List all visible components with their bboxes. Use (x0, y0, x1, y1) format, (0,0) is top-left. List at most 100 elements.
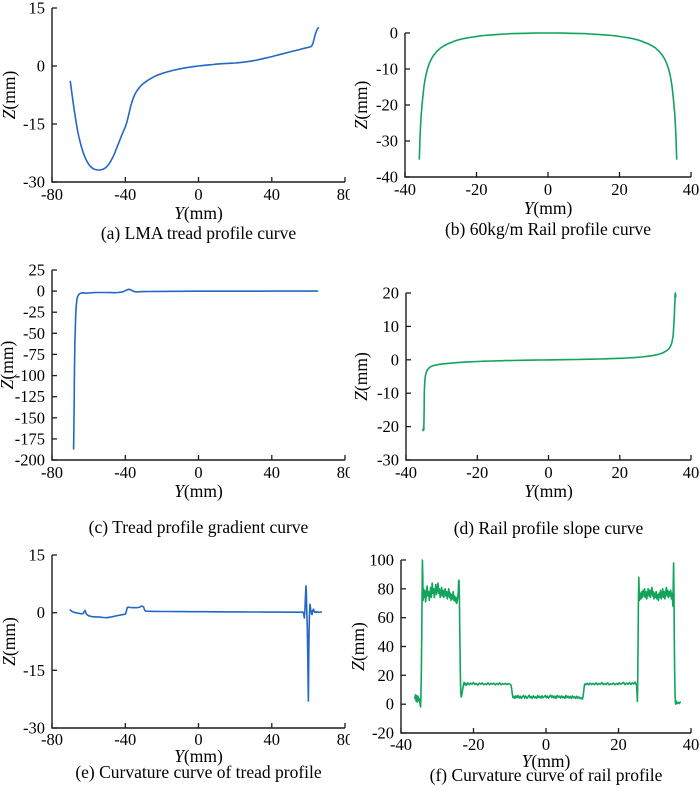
chart-caption: (f) Curvature curve of rail profile (430, 765, 663, 785)
y-axis-tick-label: 25 (29, 261, 46, 280)
x-axis-tick-label: -40 (394, 180, 416, 199)
y-axis-tick-label: -20 (372, 724, 394, 743)
y-axis-tick-label: 80 (378, 579, 395, 598)
y-axis-tick-label: -10 (376, 60, 398, 79)
axis-lines (400, 560, 691, 734)
x-axis-tick-label: -40 (114, 730, 136, 749)
profile-curve (421, 292, 677, 432)
subplot-a: 15 0 -15 -30 -80 -40 0 40 80 Y(mm) Z(mm) (a) LMA tr… (0, 0, 350, 250)
chart-caption: (c) Tread profile gradient curve (89, 517, 309, 537)
subplot-d: 20 10 0 -10 -20 -30 -40 -20 0 20 40 Y(mm) Z(mm) (d) R… (350, 250, 700, 540)
x-axis-label-unit: (mm) (184, 746, 223, 766)
y-axis-label: Z(mm) (0, 617, 19, 666)
x-axis-tick-label: 0 (194, 185, 202, 204)
profile-curve (69, 584, 323, 702)
y-axis-tick-label: 0 (390, 24, 398, 43)
subplot-e: 15 0 -15 -30 -80 -40 0 40 80 Y(mm) Z(mm) (e) Curvat… (0, 540, 350, 791)
x-axis-label: Y(mm) (524, 481, 573, 501)
axis-lines (51, 555, 345, 729)
x-axis-tick-label: 40 (264, 463, 281, 482)
x-axis-tick-label: 40 (264, 185, 281, 204)
x-axis-tick-label: 0 (544, 463, 552, 482)
x-axis-label-var: Y (174, 203, 186, 223)
y-axis-label-var: Z (351, 119, 371, 129)
x-axis-tick-label: -40 (114, 463, 136, 482)
y-axis-label-var: Z (351, 391, 371, 401)
chart-c-canvas: 25 0 -25 -50 -75 -100 -125 -150 -175 -200-80 -40 0 4… (0, 261, 350, 538)
subplot-b: 0 -10 -20 -30 -40 -40 -20 0 20 40 Y(mm) Z(mm) (b) 60… (350, 0, 700, 250)
y-axis-tick-label: -30 (377, 451, 399, 470)
y-axis-tick-label: -40 (376, 168, 398, 187)
y-axis-tick-label: -20 (377, 417, 399, 436)
x-axis-label-var: Y (174, 746, 186, 766)
x-axis-tick-label: 20 (610, 735, 627, 754)
y-axis-tick-label: -175 (15, 429, 45, 448)
x-axis-tick-label: -40 (114, 185, 136, 204)
y-axis-label: Z(mm) (351, 81, 371, 130)
y-axis-tick-label: -30 (23, 719, 45, 738)
chart-caption: (e) Curvature curve of tread profile (75, 762, 322, 782)
x-axis-label-unit: (mm) (533, 198, 572, 218)
chart-caption: (b) 60kg/m Rail profile curve (445, 219, 651, 239)
x-axis-tick-label: -80 (41, 463, 63, 482)
y-axis-label-unit: (mm) (351, 81, 371, 120)
y-axis-label: Z(mm) (351, 352, 371, 401)
x-axis-tick-label: -80 (41, 730, 63, 749)
x-axis-tick-label: 80 (337, 730, 350, 749)
y-axis-tick-label: 0 (37, 282, 45, 301)
x-axis-label-var: Y (174, 481, 186, 501)
profile-curve (72, 288, 319, 450)
profile-curve (69, 26, 320, 171)
profile-curve (418, 32, 678, 160)
y-axis-tick-label: -125 (15, 387, 45, 406)
axis-lines (51, 270, 345, 461)
y-axis-tick-label: -30 (23, 173, 45, 192)
x-axis-tick-label: -20 (466, 180, 488, 199)
x-axis-tick-label: 0 (194, 463, 202, 482)
y-axis-tick-label: -15 (23, 115, 45, 134)
x-axis-tick-label: 0 (542, 735, 550, 754)
x-axis-tick-label: 40 (683, 735, 700, 754)
y-axis-label-unit: (mm) (0, 341, 17, 380)
y-axis-tick-label: 100 (369, 551, 394, 570)
y-axis-tick-label: -75 (23, 345, 45, 364)
y-axis-tick-label: 0 (37, 57, 45, 76)
y-axis-tick-label: 0 (37, 603, 45, 622)
y-axis-label-unit: (mm) (350, 622, 368, 661)
subplot-c: 25 0 -25 -50 -75 -100 -125 -150 -175 -200 -80 -40 0 4… (0, 250, 350, 540)
x-axis-tick-label: -20 (463, 735, 485, 754)
axis-lines (404, 33, 691, 178)
y-axis-tick-label: 15 (29, 546, 46, 565)
x-axis-label-unit: (mm) (184, 481, 223, 501)
y-axis-label-unit: (mm) (0, 71, 19, 110)
chart-b-canvas: 0-10-20-30-40-40 -20 0 20 40Y(mm)Z(mm)(b) 60… (351, 24, 699, 240)
y-axis-tick-label: 0 (386, 695, 394, 714)
y-axis-tick-label: -50 (23, 324, 45, 343)
axis-lines (51, 8, 345, 183)
y-axis-tick-label: -30 (376, 132, 398, 151)
chart-caption: (d) Rail profile slope curve (454, 518, 644, 538)
x-axis-tick-label: -20 (466, 463, 488, 482)
y-axis-tick-label: -200 (15, 451, 45, 470)
x-axis-label: Y(mm) (524, 198, 573, 218)
y-axis-tick-label: 0 (391, 350, 399, 369)
y-axis-label-unit: (mm) (0, 617, 19, 656)
x-axis-label: Y(mm) (174, 746, 223, 766)
chart-caption: (a) LMA tread profile curve (101, 223, 297, 243)
y-axis-label: Z(mm) (0, 71, 19, 120)
y-axis-tick-label: 15 (29, 0, 46, 18)
y-axis-tick-label: -10 (377, 384, 399, 403)
y-axis-tick-label: -100 (15, 366, 45, 385)
x-axis-label-unit: (mm) (531, 751, 570, 771)
x-axis-tick-label: -80 (41, 185, 63, 204)
y-axis-tick-label: -150 (15, 408, 45, 427)
x-axis-label-var: Y (524, 481, 536, 501)
y-axis-label: Z(mm) (0, 341, 17, 390)
x-axis-tick-label: 40 (683, 463, 700, 482)
x-axis-label: Y(mm) (174, 481, 223, 501)
y-axis-label-var: Z (0, 109, 19, 119)
x-axis-label: Y(mm) (522, 751, 571, 771)
y-axis-tick-label: -15 (23, 661, 45, 680)
